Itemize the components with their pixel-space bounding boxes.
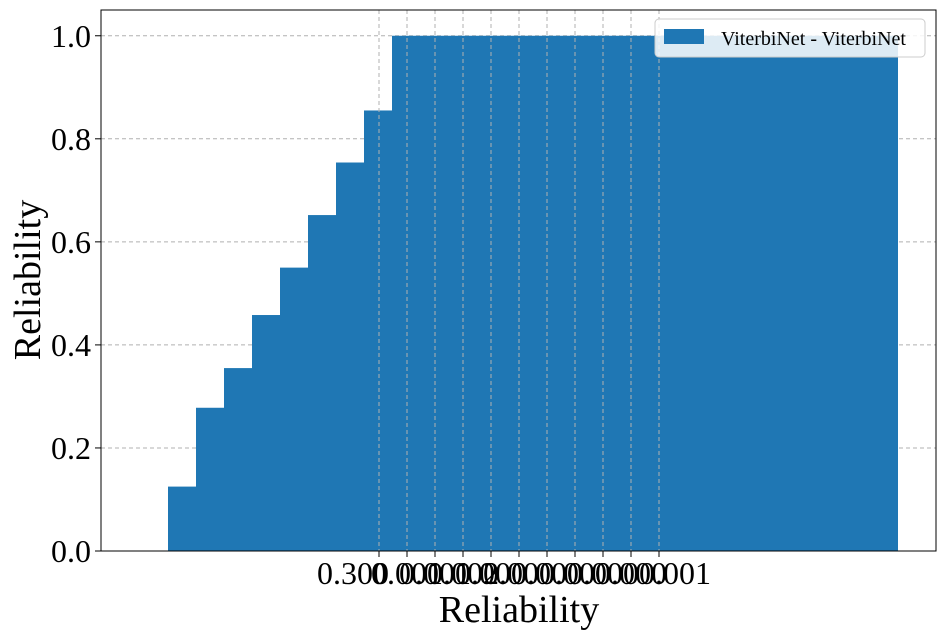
- legend-box: [654, 18, 926, 58]
- x-tick-label: 0.001: [399, 555, 471, 591]
- x-tick-label: 0.001: [639, 555, 711, 591]
- y-tick-label: 0.4: [51, 327, 91, 363]
- bar: [728, 35, 898, 552]
- x-axis-ticks: 0.3000.0010.0010.0020.0000.0000.0000.000…: [317, 551, 711, 591]
- overlay-grid-lines: [378, 10, 660, 551]
- bar: [448, 35, 476, 552]
- y-tick-label: 0.8: [51, 121, 91, 157]
- x-tick-label: 0.300: [317, 555, 389, 591]
- bar: [392, 35, 420, 552]
- bar: [420, 35, 448, 552]
- x-tick-label: 0.001: [371, 555, 443, 591]
- bar: [308, 215, 336, 551]
- bar: [672, 35, 700, 552]
- bar: [336, 162, 364, 551]
- x-tick-label: 0.000: [455, 555, 527, 591]
- bar: [560, 35, 588, 552]
- bar: [168, 486, 196, 551]
- y-tick-label: 1.0: [51, 18, 91, 54]
- bar: [588, 35, 616, 552]
- y-axis-label: Reliability: [7, 200, 49, 360]
- x-tick-label: 0.000: [595, 555, 667, 591]
- bars: [168, 35, 898, 552]
- y-axis-ticks: 0.0 0.2 0.4 0.6 0.8 1.0: [51, 18, 101, 569]
- legend: ViterbiNet - ViterbiNet: [654, 18, 926, 58]
- bar: [700, 35, 728, 552]
- bar: [616, 35, 644, 552]
- bar: [252, 315, 280, 551]
- legend-label: ViterbiNet - ViterbiNet: [721, 28, 906, 50]
- x-tick-label: 0.000: [539, 555, 611, 591]
- bar: [532, 35, 560, 552]
- bar: [504, 35, 532, 552]
- x-tick-label: 0.000: [511, 555, 583, 591]
- y-tick-label: 0.0: [51, 533, 91, 569]
- x-axis-label: Reliability: [439, 589, 599, 631]
- x-tick-label: 0.000: [483, 555, 555, 591]
- bar: [280, 267, 308, 551]
- x-tick-label: 0.002: [427, 555, 499, 591]
- bar: [224, 368, 252, 551]
- y-tick-label: 0.2: [51, 430, 91, 466]
- bar: [196, 407, 224, 551]
- x-tick-label: 0.000: [567, 555, 639, 591]
- bar: [364, 110, 392, 551]
- y-tick-label: 0.6: [51, 224, 91, 260]
- bar: [476, 35, 504, 552]
- bar: [644, 35, 672, 552]
- legend-swatch: [664, 29, 704, 44]
